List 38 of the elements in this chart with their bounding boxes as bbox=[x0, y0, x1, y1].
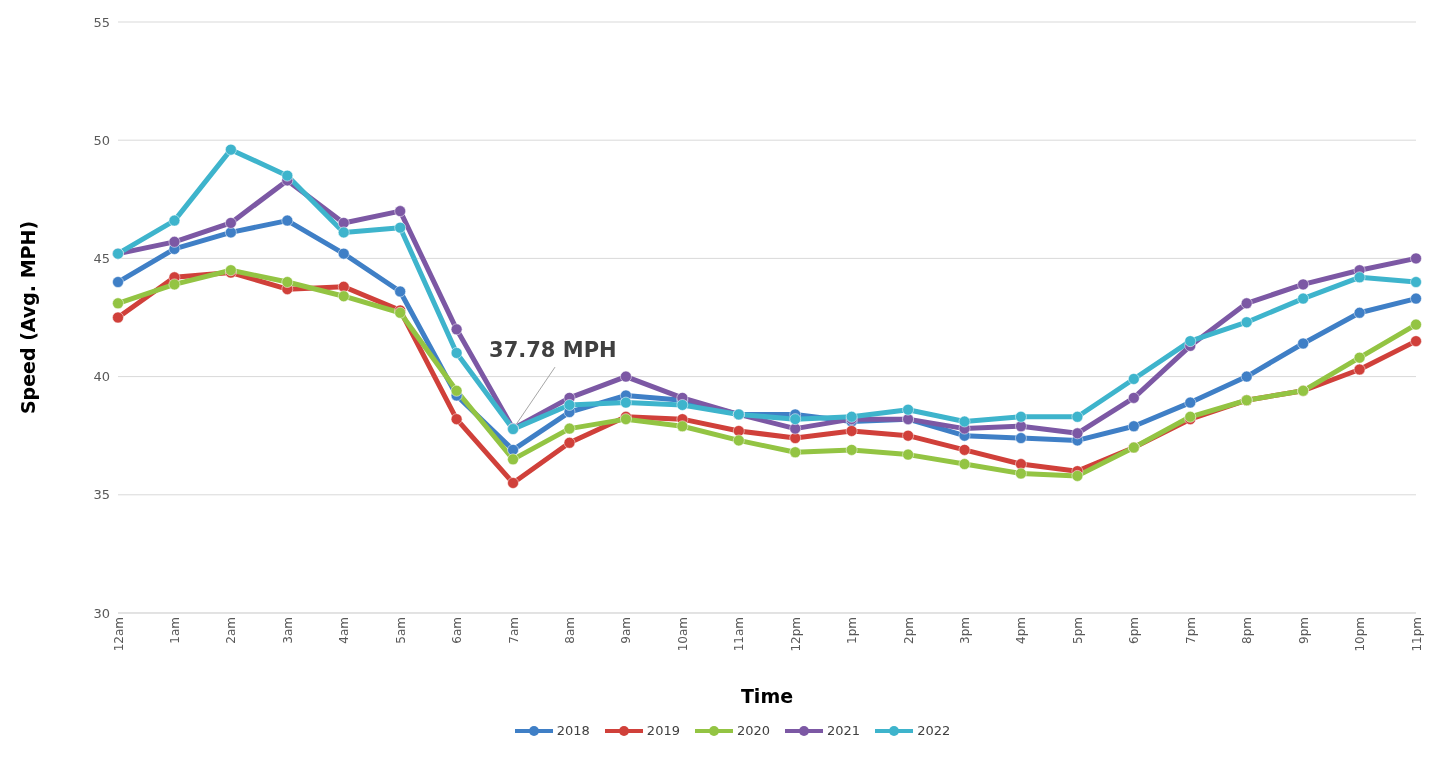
x-tick-label: 6pm bbox=[1127, 617, 1142, 644]
x-tick-label: 9pm bbox=[1296, 617, 1311, 644]
x-tick-label: 8am bbox=[563, 617, 577, 644]
y-tick-label: 50 bbox=[93, 132, 110, 148]
legend-label: 2018 bbox=[556, 723, 590, 738]
x-tick-label: 2am bbox=[224, 617, 239, 644]
x-tick-label: 9am bbox=[619, 617, 634, 644]
x-tick-label: 1pm bbox=[845, 617, 860, 644]
legend-label: 2020 bbox=[736, 723, 771, 738]
annotation: 37.78 MPH bbox=[489, 338, 617, 363]
y-tick-label: 40 bbox=[93, 369, 110, 385]
x-tick-label: 7pm bbox=[1183, 617, 1198, 644]
x-tick-label: 5pm bbox=[1070, 617, 1085, 644]
y-tick-label: 55 bbox=[93, 14, 110, 30]
y-tick-label: 45 bbox=[93, 251, 110, 267]
x-tick-label: 10pm bbox=[1353, 617, 1368, 652]
x-tick-label: 4pm bbox=[1014, 617, 1029, 644]
x-tick-label: 2pm bbox=[901, 617, 916, 644]
x-tick-label: 10am bbox=[675, 617, 690, 652]
y-tick-label: 30 bbox=[93, 605, 110, 621]
x-tick-label: 11am bbox=[732, 617, 747, 652]
legend-label: 2022 bbox=[917, 723, 951, 738]
x-tick-label: 5am bbox=[393, 617, 408, 644]
legend-label: 2021 bbox=[827, 723, 861, 738]
x-tick-label: 11pm bbox=[1409, 617, 1424, 652]
x-tick-label: 6am bbox=[450, 617, 465, 644]
x-tick-label: 4am bbox=[337, 617, 352, 644]
y-tick-label: 35 bbox=[93, 487, 110, 503]
x-tick-label: 3am bbox=[280, 617, 295, 644]
x-tick-label: 3pm bbox=[958, 617, 973, 644]
y-axis-title: Speed (Avg. MPH) bbox=[16, 220, 39, 415]
x-tick-label: 1am bbox=[167, 617, 182, 644]
legend-label: 2019 bbox=[646, 723, 680, 738]
x-tick-label: 12am bbox=[111, 617, 126, 652]
x-tick-label: 12pm bbox=[788, 617, 803, 652]
x-axis-title: Time bbox=[740, 685, 794, 707]
x-tick-label: 7am bbox=[506, 617, 521, 644]
x-tick-label: 8pm bbox=[1240, 617, 1255, 644]
